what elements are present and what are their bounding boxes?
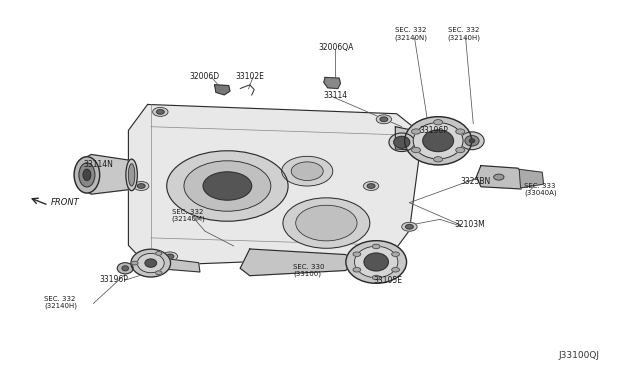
Circle shape (412, 147, 420, 153)
Circle shape (364, 182, 379, 190)
Ellipse shape (413, 123, 463, 159)
Circle shape (184, 161, 271, 211)
Text: SEC. 332
(32140H): SEC. 332 (32140H) (448, 27, 481, 41)
Text: 32006D: 32006D (189, 72, 220, 81)
Ellipse shape (394, 137, 410, 148)
Text: SEC. 333
(33040A): SEC. 333 (33040A) (524, 183, 557, 196)
Ellipse shape (389, 133, 415, 151)
Text: 33114N: 33114N (84, 160, 113, 169)
Circle shape (132, 261, 138, 265)
Circle shape (296, 205, 357, 241)
Text: SEC. 332
(32140H): SEC. 332 (32140H) (44, 296, 77, 310)
Text: 33105E: 33105E (373, 276, 402, 285)
Text: 32006QA: 32006QA (318, 42, 353, 51)
Ellipse shape (129, 164, 135, 186)
Polygon shape (129, 105, 422, 266)
Circle shape (283, 198, 370, 248)
Ellipse shape (122, 266, 129, 271)
Ellipse shape (465, 136, 479, 146)
Circle shape (157, 110, 164, 114)
Circle shape (376, 115, 392, 124)
Circle shape (392, 267, 399, 272)
Circle shape (493, 174, 504, 180)
Text: SEC. 330
(33100): SEC. 330 (33100) (293, 264, 324, 277)
Polygon shape (84, 154, 129, 194)
Circle shape (372, 275, 380, 280)
Ellipse shape (126, 159, 138, 190)
Text: FRONT: FRONT (51, 198, 79, 207)
Text: 3325BN: 3325BN (461, 177, 491, 186)
Circle shape (167, 151, 288, 221)
Ellipse shape (346, 241, 406, 283)
Circle shape (456, 147, 465, 153)
Circle shape (372, 244, 380, 248)
Ellipse shape (423, 130, 454, 151)
Polygon shape (240, 249, 355, 276)
Ellipse shape (469, 139, 474, 142)
Circle shape (156, 251, 162, 255)
Circle shape (156, 271, 162, 275)
Polygon shape (396, 127, 430, 151)
Circle shape (291, 162, 323, 180)
Circle shape (282, 156, 333, 186)
Polygon shape (519, 169, 543, 188)
Polygon shape (324, 77, 340, 89)
Ellipse shape (74, 157, 100, 193)
Text: 33102E: 33102E (236, 72, 264, 81)
Ellipse shape (138, 253, 164, 273)
Text: J33100QJ: J33100QJ (559, 351, 600, 360)
Ellipse shape (355, 246, 398, 278)
Text: 33114: 33114 (323, 91, 348, 100)
Ellipse shape (117, 263, 133, 274)
Circle shape (434, 120, 443, 125)
Text: 33196P: 33196P (100, 275, 129, 284)
Circle shape (203, 172, 252, 200)
Circle shape (380, 117, 388, 122)
Text: 33196P: 33196P (419, 126, 448, 135)
Circle shape (163, 252, 177, 261)
Ellipse shape (79, 163, 95, 187)
Polygon shape (214, 85, 230, 95)
Polygon shape (476, 166, 524, 189)
Circle shape (166, 254, 173, 259)
Ellipse shape (460, 132, 484, 150)
Ellipse shape (83, 169, 91, 180)
Ellipse shape (131, 249, 171, 277)
Circle shape (406, 225, 413, 229)
Circle shape (353, 267, 361, 272)
Circle shape (367, 184, 375, 188)
Circle shape (392, 252, 399, 256)
Circle shape (134, 182, 149, 190)
Ellipse shape (404, 117, 472, 165)
Circle shape (402, 222, 417, 231)
Text: SEC. 332
(32140M): SEC. 332 (32140M) (172, 209, 205, 222)
Circle shape (138, 184, 145, 188)
Ellipse shape (145, 259, 157, 267)
Circle shape (353, 252, 361, 256)
Circle shape (456, 129, 465, 134)
Text: 32103M: 32103M (454, 221, 485, 230)
Circle shape (434, 157, 443, 162)
Circle shape (153, 108, 168, 116)
Circle shape (412, 129, 420, 134)
Text: SEC. 332
(32140N): SEC. 332 (32140N) (395, 27, 428, 41)
Ellipse shape (364, 253, 388, 271)
Polygon shape (154, 257, 200, 272)
